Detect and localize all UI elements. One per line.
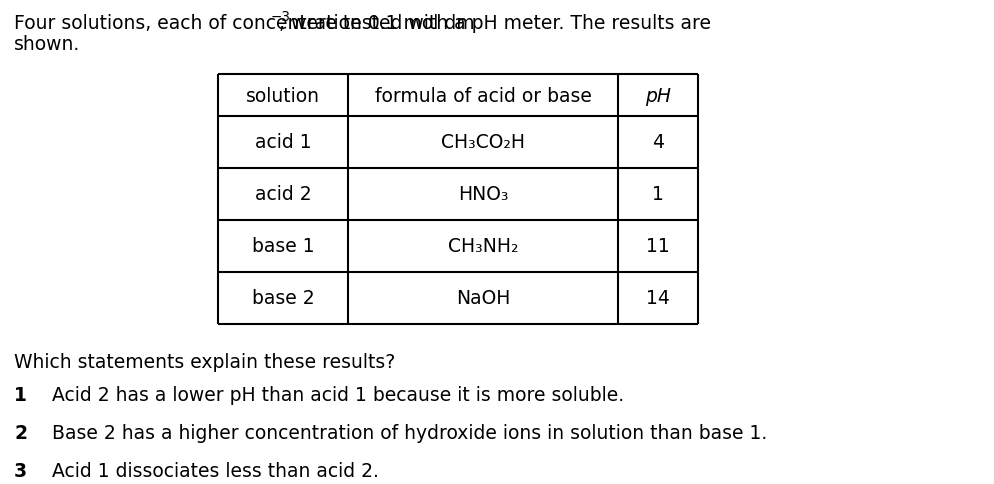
Text: Four solutions, each of concentration 0.1 mol dm: Four solutions, each of concentration 0.… [14, 14, 474, 33]
Text: CH₃CO₂H: CH₃CO₂H [441, 133, 525, 152]
Text: CH₃NH₂: CH₃NH₂ [447, 237, 518, 256]
Text: formula of acid or base: formula of acid or base [375, 86, 591, 106]
Text: 1: 1 [652, 185, 664, 204]
Text: base 1: base 1 [251, 237, 314, 256]
Text: Base 2 has a higher concentration of hydroxide ions in solution than base 1.: Base 2 has a higher concentration of hyd… [52, 423, 767, 442]
Text: 11: 11 [646, 237, 670, 256]
Text: acid 1: acid 1 [254, 133, 311, 152]
Text: shown.: shown. [14, 35, 81, 54]
Text: HNO₃: HNO₃ [458, 185, 508, 204]
Text: 14: 14 [646, 289, 670, 308]
Text: −3: −3 [270, 10, 290, 24]
Text: 2: 2 [14, 423, 27, 442]
Text: Which statements explain these results?: Which statements explain these results? [14, 352, 396, 371]
Text: Acid 1 dissociates less than acid 2.: Acid 1 dissociates less than acid 2. [52, 461, 379, 480]
Text: , were tested with a pH meter. The results are: , were tested with a pH meter. The resul… [279, 14, 712, 33]
Text: 4: 4 [652, 133, 664, 152]
Text: 3: 3 [14, 461, 27, 480]
Text: pH: pH [645, 86, 671, 106]
Text: Acid 2 has a lower pH than acid 1 because it is more soluble.: Acid 2 has a lower pH than acid 1 becaus… [52, 385, 624, 404]
Text: 1: 1 [14, 385, 27, 404]
Text: NaOH: NaOH [456, 289, 510, 308]
Text: solution: solution [246, 86, 320, 106]
Text: base 2: base 2 [251, 289, 314, 308]
Text: acid 2: acid 2 [254, 185, 311, 204]
